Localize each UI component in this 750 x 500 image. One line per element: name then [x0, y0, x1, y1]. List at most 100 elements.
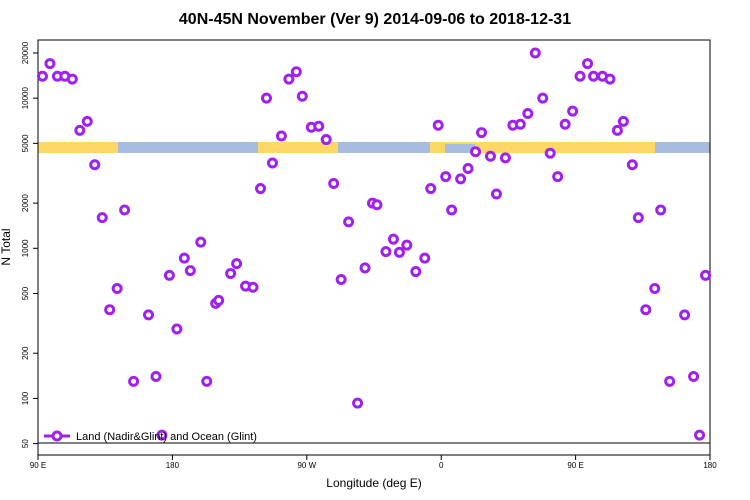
data-point — [490, 188, 502, 200]
plot-frame — [37, 39, 711, 456]
land-segment — [258, 142, 338, 153]
x-tick-label: 90 W — [297, 461, 316, 470]
data-point — [588, 70, 600, 82]
data-point — [119, 204, 131, 216]
ocean-segment — [118, 142, 258, 153]
data-point — [184, 265, 196, 277]
data-point — [611, 124, 623, 136]
data-point — [484, 150, 496, 162]
data-point — [143, 309, 155, 321]
data-point — [225, 267, 237, 279]
data-point — [559, 118, 571, 130]
data-point — [462, 163, 474, 175]
data-point — [44, 58, 56, 70]
data-point — [567, 105, 579, 117]
data-point — [104, 304, 116, 316]
data-point — [255, 183, 267, 195]
data-point — [371, 199, 383, 211]
y-tick-label: 20000 — [21, 41, 30, 64]
data-point — [343, 216, 355, 228]
data-point — [700, 269, 712, 281]
data-point — [201, 375, 213, 387]
y-axis-label: N Total — [0, 228, 13, 265]
y-tick-label: 2000 — [21, 194, 30, 212]
chart-title: 40N-45N November (Ver 9) 2014-09-06 to 2… — [179, 11, 571, 28]
data-point — [313, 120, 325, 132]
y-tick-label: 5000 — [21, 134, 30, 152]
data-point — [296, 90, 308, 102]
data-point — [544, 147, 556, 159]
ocean-segment — [445, 144, 475, 153]
data-point — [604, 73, 616, 85]
y-tick-label: 1000 — [21, 239, 30, 257]
legend-label: Land (Nadir&Glint) and Ocean (Glint) — [76, 431, 257, 443]
y-tick-label: 500 — [21, 286, 30, 300]
data-point — [156, 429, 168, 441]
data-point — [163, 269, 175, 281]
data-point — [96, 212, 108, 224]
data-point — [425, 183, 437, 195]
data-point — [499, 152, 511, 164]
data-point — [649, 282, 661, 294]
data-point — [574, 70, 586, 82]
data-point — [626, 159, 638, 171]
data-point — [617, 115, 629, 127]
data-point — [552, 171, 564, 183]
data-point — [178, 252, 190, 264]
land-segment — [430, 142, 530, 153]
data-point — [476, 127, 488, 139]
data-point — [387, 233, 399, 245]
data-point — [359, 262, 371, 274]
ocean-segment — [655, 142, 710, 153]
x-tick-label: 90 E — [567, 461, 583, 470]
data-point — [632, 212, 644, 224]
data-point — [89, 159, 101, 171]
x-tick-label: 0 — [439, 461, 444, 470]
data-point — [283, 73, 295, 85]
data-point — [401, 239, 413, 251]
data-point — [66, 73, 78, 85]
data-point — [514, 118, 526, 130]
data-point — [328, 178, 340, 190]
land-segment — [38, 142, 118, 153]
data-point — [440, 171, 452, 183]
data-point — [247, 281, 259, 293]
land-ocean-strip — [38, 142, 710, 153]
data-point — [195, 236, 207, 248]
data-point — [537, 92, 549, 104]
legend: Land (Nadir&Glint) and Ocean (Glint) — [44, 430, 257, 443]
data-point — [582, 58, 594, 70]
data-point — [688, 370, 700, 382]
y-tick-label: 50 — [21, 439, 30, 448]
x-tick-label: 180 — [703, 461, 717, 470]
data-point — [694, 429, 706, 441]
data-point — [150, 370, 162, 382]
data-point — [393, 246, 405, 258]
data-point — [419, 252, 431, 264]
land-segment — [530, 142, 655, 153]
y-tick-label: 10000 — [21, 86, 30, 109]
data-point — [266, 157, 278, 169]
data-point — [529, 47, 541, 59]
data-point — [171, 323, 183, 335]
data-point — [260, 92, 272, 104]
data-point — [679, 309, 691, 321]
data-point — [640, 304, 652, 316]
data-point — [320, 134, 332, 146]
data-point — [128, 375, 140, 387]
x-tick-label: 90 E — [30, 461, 46, 470]
x-axis-label: Longitude (deg E) — [326, 476, 421, 490]
data-point — [213, 294, 225, 306]
data-point — [380, 246, 392, 258]
y-tick-label: 100 — [21, 391, 30, 405]
legend-marker — [51, 430, 63, 442]
ocean-segment — [338, 142, 430, 153]
data-point — [81, 115, 93, 127]
data-point — [655, 204, 667, 216]
data-point — [36, 70, 48, 82]
data-point — [352, 397, 364, 409]
data-point — [470, 146, 482, 158]
data-point — [455, 173, 467, 185]
data-point — [432, 119, 444, 131]
